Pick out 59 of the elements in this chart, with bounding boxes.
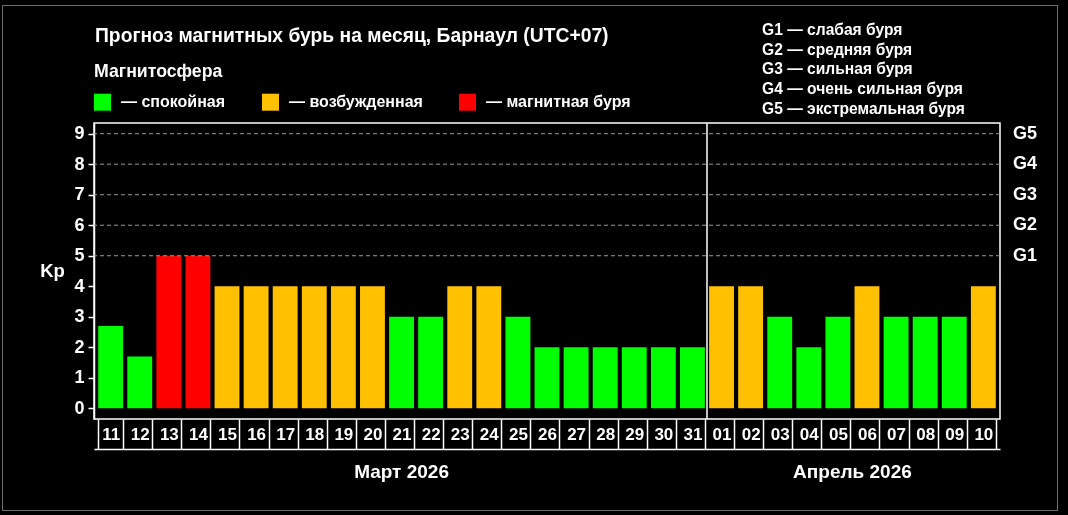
y-tick-label: 2 bbox=[74, 336, 85, 357]
ref-line-label: G5 bbox=[1013, 122, 1038, 143]
x-tick-label: 22 bbox=[421, 424, 441, 444]
x-tick-label: 27 bbox=[567, 424, 587, 444]
x-tick-label: 29 bbox=[625, 424, 645, 444]
x-tick-label: 07 bbox=[887, 424, 907, 444]
x-tick-label: 03 bbox=[770, 424, 790, 444]
text: G4 — очень сильная буря bbox=[762, 80, 963, 98]
x-tick-label: 28 bbox=[596, 424, 616, 444]
x-tick-label: 11 bbox=[102, 424, 121, 444]
x-tick-label: 12 bbox=[130, 424, 150, 444]
y-tick-label: 6 bbox=[74, 214, 85, 235]
y-tick-label: 4 bbox=[74, 275, 85, 296]
x-tick-label: 21 bbox=[392, 424, 412, 444]
y-tick-label: 1 bbox=[74, 367, 85, 388]
ref-line-label: G2 bbox=[1013, 214, 1038, 235]
x-tick-label: 04 bbox=[799, 424, 820, 444]
legend-label: — спокойная bbox=[121, 93, 226, 111]
x-tick-label: 30 bbox=[654, 424, 674, 444]
ref-line-label: G4 bbox=[1013, 153, 1038, 174]
x-tick-label: 17 bbox=[276, 424, 296, 444]
y-tick-label: 7 bbox=[74, 184, 85, 205]
x-tick-label: 26 bbox=[538, 424, 557, 444]
x-tick-label: 24 bbox=[479, 424, 500, 444]
legend-title: Магнитосфера bbox=[94, 61, 223, 81]
y-tick-label: 8 bbox=[74, 153, 85, 174]
x-tick-label: 06 bbox=[858, 424, 877, 444]
x-tick-label: 31 bbox=[683, 424, 703, 444]
x-tick-label: 25 bbox=[508, 424, 528, 444]
x-tick-label: 20 bbox=[363, 424, 383, 444]
y-tick-label: 0 bbox=[74, 397, 85, 418]
x-tick-label: 18 bbox=[305, 424, 325, 444]
x-tick-label: 16 bbox=[247, 424, 267, 444]
y-tick-label: 9 bbox=[74, 123, 85, 144]
y-tick-label: 5 bbox=[74, 245, 85, 266]
x-tick-label: 02 bbox=[741, 424, 761, 444]
x-tick-label: 14 bbox=[188, 424, 209, 444]
ref-line-label: G3 bbox=[1013, 183, 1038, 204]
x-tick-label: 05 bbox=[828, 424, 848, 444]
text: Апрель 2026 bbox=[793, 461, 912, 482]
x-tick-label: 15 bbox=[218, 424, 237, 444]
x-tick-label: 01 bbox=[712, 424, 732, 444]
x-tick-label: 10 bbox=[974, 424, 994, 444]
x-tick-label: 23 bbox=[450, 424, 470, 444]
ref-line-label: G1 bbox=[1013, 244, 1038, 265]
x-tick-label: 19 bbox=[334, 424, 354, 444]
x-tick-label: 09 bbox=[945, 424, 965, 444]
legend-label: — возбужденная bbox=[289, 93, 423, 111]
text: G1 — слабая буря bbox=[762, 21, 903, 38]
text: Март 2026 bbox=[354, 461, 449, 482]
x-tick-label: 08 bbox=[916, 424, 936, 444]
text: G5 — экстремальная буря bbox=[762, 99, 965, 117]
chart-title: Прогноз магнитных бурь на месяц, Барнаул (UTC+07) bbox=[95, 25, 609, 46]
text: G2 — средняя буря bbox=[762, 40, 913, 58]
y-tick-label: 3 bbox=[74, 306, 85, 327]
y-axis-title: Kp bbox=[40, 259, 65, 281]
text: G3 — сильная буря bbox=[762, 60, 913, 78]
legend-label: — магнитная буря bbox=[486, 93, 631, 111]
x-tick-label: 13 bbox=[159, 424, 179, 444]
